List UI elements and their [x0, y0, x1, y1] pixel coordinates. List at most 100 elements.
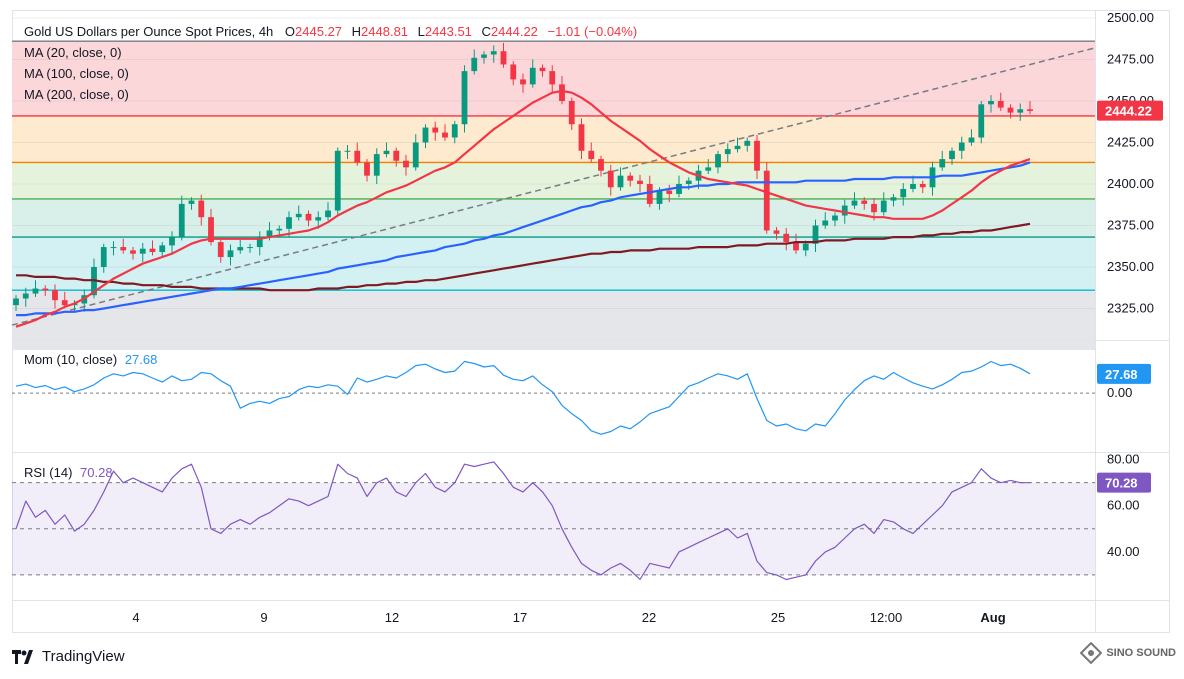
trendline — [11, 47, 1096, 326]
low-label: L — [417, 24, 425, 39]
candle-body — [442, 132, 448, 138]
candle-body — [354, 150, 361, 163]
candle-body — [13, 298, 19, 306]
symbol-legend: Gold US Dollars per Ounce Spot Prices, 4… — [24, 21, 637, 42]
rsi-label: RSI (14) — [24, 465, 73, 480]
time-tick-label: 25 — [771, 610, 785, 625]
watermark-icon — [1080, 642, 1103, 664]
zone-3 — [12, 198, 1095, 238]
candle-body — [724, 149, 731, 155]
candle-body — [247, 247, 253, 249]
rsi-tick-label: 40.00 — [1107, 544, 1140, 559]
momentum-value-tag — [1097, 363, 1151, 384]
candle-body — [130, 250, 136, 254]
candle-body — [178, 203, 185, 238]
fibonacci-zones — [12, 40, 1095, 350]
candle-body — [295, 213, 302, 218]
time-tick-label: 4 — [132, 610, 139, 625]
price-tick-label: 2375.00 — [1107, 217, 1154, 232]
candle-body — [373, 154, 380, 176]
rsi-value: 70.28 — [80, 465, 113, 480]
candle-body — [578, 124, 585, 151]
zone-1 — [12, 115, 1095, 163]
ma20-line — [15, 89, 1031, 328]
open-label: O — [284, 24, 296, 39]
price-tick-label: 2500.00 — [1107, 10, 1154, 25]
last-price-tag — [1097, 100, 1163, 121]
candle-body — [461, 71, 468, 125]
candle-body — [637, 180, 643, 184]
candle-body — [217, 242, 224, 258]
candle-body — [169, 237, 175, 246]
candle-body — [412, 142, 419, 168]
ma100-legend[interactable]: MA (100, close, 0) — [24, 66, 129, 81]
momentum-legend[interactable]: Mom (10, close) 27.68 — [24, 349, 157, 370]
close-label: C — [481, 24, 491, 39]
candle-body — [997, 100, 1004, 108]
candle-body — [256, 237, 263, 248]
candle-body — [988, 100, 994, 105]
candle-body — [227, 250, 234, 258]
time-tick-label: 17 — [513, 610, 527, 625]
candle-body — [1027, 109, 1033, 111]
candle-body — [656, 190, 663, 204]
candle-body — [568, 100, 575, 125]
candle-body — [1007, 107, 1014, 113]
rsi-value-label: 70.28 — [1105, 476, 1138, 491]
candle-body — [607, 170, 614, 188]
time-tick-label: 12:00 — [870, 610, 903, 625]
symbol-title[interactable]: Gold US Dollars per Ounce Spot Prices, 4… — [24, 24, 274, 39]
candle-body — [783, 233, 790, 243]
candle-body — [880, 200, 887, 213]
price-tick-label: 2475.00 — [1107, 51, 1154, 66]
candle-body — [52, 290, 58, 301]
candle-body — [120, 247, 127, 251]
high-label: H — [351, 24, 362, 39]
candle-body — [490, 51, 497, 55]
rsi-band-fill — [12, 482, 1095, 575]
candle-body — [520, 79, 526, 85]
candle-body — [861, 200, 868, 204]
moving-average-lines — [15, 89, 1031, 328]
price-axis[interactable]: 2500.002475.002450.002425.002400.002375.… — [1097, 10, 1163, 315]
candle-body — [529, 67, 536, 85]
ma20-legend[interactable]: MA (20, close, 0) — [24, 45, 122, 60]
low-value: 2443.51 — [424, 24, 472, 39]
candle-body — [22, 293, 29, 299]
watermark: SINO SOUND — [1080, 642, 1176, 664]
watermark-label: SINO SOUND — [1106, 647, 1176, 659]
candle-body — [500, 51, 507, 65]
candle-body — [188, 200, 195, 204]
candle-body — [910, 183, 916, 189]
candle-body — [159, 245, 166, 253]
momentum-label: Mom (10, close) — [24, 352, 118, 367]
candle-body — [139, 248, 146, 254]
rsi-line — [15, 461, 1030, 581]
candle-body — [949, 150, 955, 160]
rsi-legend[interactable]: RSI (14) 70.28 — [24, 462, 113, 483]
close-value: 2444.22 — [490, 24, 538, 39]
brand-label: TradingView — [42, 648, 125, 665]
time-tick-label: 9 — [260, 610, 267, 625]
tradingview-icon — [12, 649, 33, 664]
candle-body — [871, 203, 877, 213]
candle-body — [305, 213, 312, 221]
candle-body — [32, 288, 39, 294]
candle-body — [100, 247, 107, 267]
candle-body — [744, 140, 751, 146]
ma200-line — [16, 222, 1031, 292]
candle-body — [42, 288, 49, 291]
candle-body — [110, 247, 117, 249]
tradingview-logo[interactable]: TradingView — [12, 648, 125, 665]
candle-body — [763, 170, 770, 231]
candle-body — [919, 183, 926, 188]
ma200-legend[interactable]: MA (200, close, 0) — [24, 87, 129, 102]
candle-body — [451, 124, 458, 138]
candle-body — [802, 243, 809, 251]
candle-body — [286, 217, 292, 229]
candle-body — [266, 230, 273, 238]
candle-body — [393, 150, 400, 161]
rsi-tick-label: 60.00 — [1107, 498, 1140, 513]
time-axis[interactable]: 4 9 12 17 22 25 12:00 Aug — [132, 610, 1005, 625]
